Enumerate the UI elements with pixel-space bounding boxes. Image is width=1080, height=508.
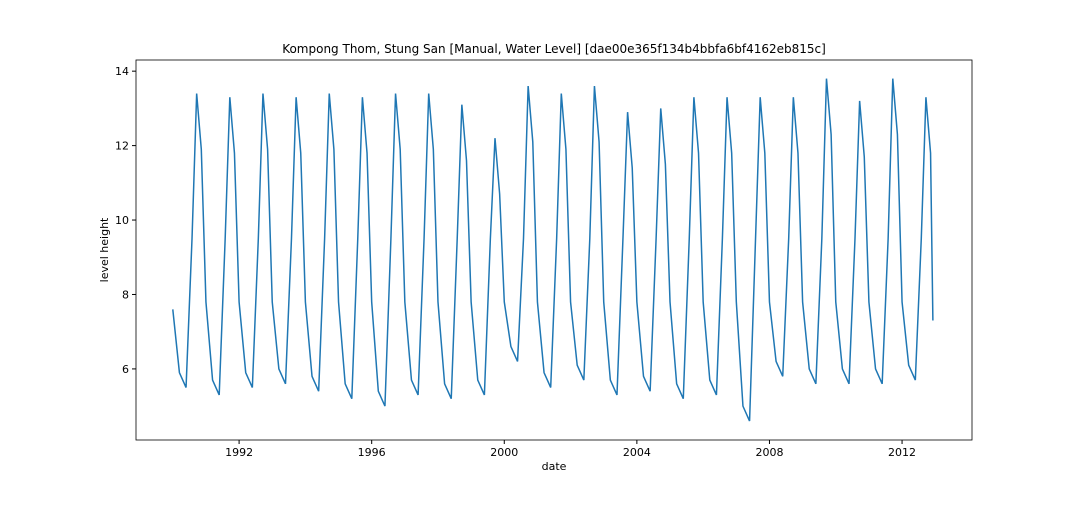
x-tick-label: 1996 [358, 446, 386, 459]
x-tick-label: 2000 [490, 446, 518, 459]
y-axis-label: level height [98, 217, 111, 282]
y-tick-label: 12 [115, 140, 129, 153]
plot-frame [135, 59, 973, 441]
x-tick-label: 2004 [623, 446, 651, 459]
y-tick-label: 8 [122, 288, 129, 301]
x-tick-label: 2012 [888, 446, 916, 459]
x-axis-label: date [542, 460, 567, 473]
y-tick-label: 10 [115, 214, 129, 227]
x-tick-label: 2008 [755, 446, 783, 459]
y-tick-label: 6 [122, 363, 129, 376]
data-line [172, 78, 934, 422]
chart-title: Kompong Thom, Stung San [Manual, Water L… [282, 42, 826, 56]
y-tick-label: 14 [115, 65, 129, 78]
x-tick-label: 1992 [225, 446, 253, 459]
